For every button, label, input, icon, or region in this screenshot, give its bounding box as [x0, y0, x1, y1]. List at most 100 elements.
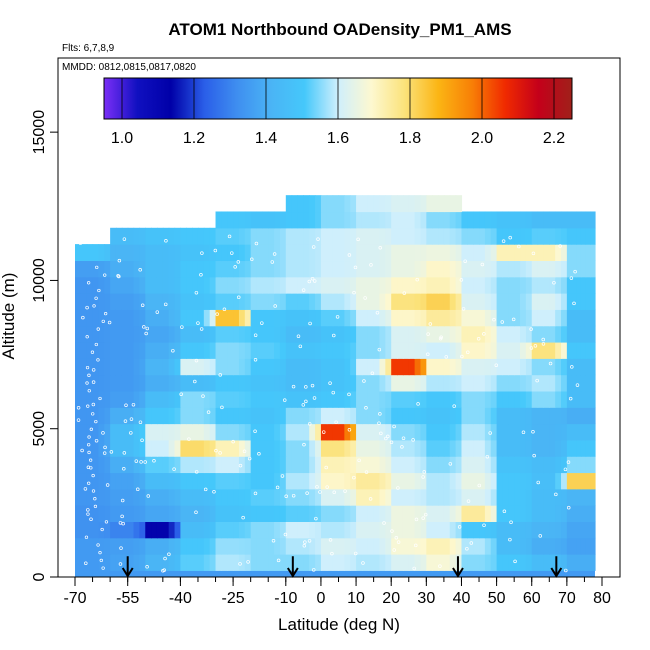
track-point: [81, 315, 85, 320]
heatmap-cell: [367, 309, 375, 327]
heatmap-cell: [192, 309, 199, 327]
heatmap-cell: [508, 521, 515, 539]
heatmap-cell: [367, 260, 375, 278]
heatmap-cell: [98, 537, 105, 555]
heatmap-cell: [221, 423, 228, 441]
heatmap-cell: [576, 407, 582, 425]
heatmap-cell: [162, 537, 170, 555]
heatmap-cell: [397, 521, 404, 539]
track-point: [311, 245, 316, 249]
heatmap-cell: [332, 211, 340, 229]
heatmap-cell: [121, 358, 129, 376]
heatmap-cell: [479, 293, 486, 310]
heatmap-cell: [520, 407, 527, 425]
heatmap-cell: [127, 293, 135, 310]
heatmap-cell: [221, 537, 228, 555]
heatmap-cell: [250, 227, 258, 245]
track-point: [303, 540, 307, 544]
track-point: [87, 450, 91, 455]
heatmap-cell: [426, 505, 433, 522]
heatmap-cell: [209, 341, 217, 359]
heatmap-cell: [479, 439, 486, 457]
heatmap-cell: [133, 227, 141, 245]
heatmap-cell: [238, 423, 246, 441]
heatmap-cell: [92, 407, 100, 425]
heatmap-cell: [233, 227, 240, 245]
heatmap-cell: [197, 341, 205, 359]
heatmap-cell: [80, 374, 88, 392]
heatmap-cell: [367, 374, 375, 392]
heatmap-cell: [168, 341, 176, 359]
heatmap-cell: [186, 358, 193, 376]
flights-label: Flts: 6,7,8,9: [62, 43, 115, 54]
heatmap-cell: [484, 276, 492, 294]
track-point: [94, 296, 98, 300]
heatmap-cell: [75, 341, 82, 359]
heatmap-cell: [244, 341, 252, 359]
heatmap-cell: [256, 276, 263, 294]
heatmap-cell: [561, 309, 568, 327]
heatmap-cell: [256, 554, 263, 571]
track-point: [411, 438, 415, 442]
heatmap-cell: [215, 293, 222, 310]
heatmap-cell: [121, 276, 129, 294]
heatmap-cell: [391, 407, 398, 425]
heatmap-cell: [332, 358, 340, 376]
track-point: [103, 311, 108, 316]
track-point: [352, 475, 356, 480]
heatmap-cell: [420, 341, 427, 359]
heatmap-cell: [367, 407, 375, 425]
heatmap-cell: [467, 341, 474, 359]
heatmap-cell: [367, 293, 375, 310]
heatmap-cell: [531, 521, 539, 539]
heatmap-cell: [367, 195, 375, 213]
heatmap-cell: [274, 227, 281, 245]
heatmap-cell: [467, 521, 474, 539]
track-point: [164, 239, 168, 243]
heatmap-cell: [221, 227, 228, 245]
heatmap-cell: [525, 554, 533, 571]
heatmap-cell: [461, 309, 468, 327]
heatmap-cell: [168, 227, 176, 245]
heatmap-cell: [344, 439, 351, 457]
heatmap-cell: [490, 423, 498, 441]
heatmap-cell: [315, 439, 322, 457]
heatmap-cell: [461, 488, 468, 506]
track-point: [171, 348, 175, 353]
heatmap-cell: [344, 423, 351, 441]
heatmap-cell: [197, 554, 205, 571]
heatmap-cell: [151, 423, 158, 441]
track-point: [302, 544, 307, 548]
track-point: [194, 358, 199, 363]
heatmap-cell: [484, 390, 492, 408]
track-point: [144, 331, 148, 336]
heatmap-cell: [543, 472, 550, 490]
heatmap-cell: [420, 211, 427, 229]
heatmap-cell: [484, 488, 492, 506]
heatmap-cell: [397, 407, 404, 425]
heatmap-cell: [502, 439, 509, 457]
heatmap-cell: [571, 554, 577, 571]
heatmap-cell: [385, 211, 392, 229]
heatmap-cell: [379, 488, 386, 506]
heatmap-cell: [98, 358, 105, 376]
heatmap-cell: [285, 439, 293, 457]
heatmap-cell: [549, 341, 556, 359]
heatmap-cell: [256, 537, 263, 555]
heatmap-cell: [490, 260, 498, 278]
heatmap-cell: [438, 505, 445, 522]
heatmap-cell: [151, 407, 158, 425]
track-point: [122, 467, 126, 471]
heatmap-cell: [192, 537, 199, 555]
heatmap-cell: [115, 293, 123, 310]
heatmap-cell: [537, 325, 545, 343]
track-point: [330, 551, 334, 556]
heatmap-cell: [145, 505, 152, 522]
heatmap-cell: [443, 439, 451, 457]
heatmap-cell: [432, 260, 439, 278]
heatmap-cell: [303, 374, 310, 392]
heatmap-cell: [566, 407, 573, 425]
heatmap-cell: [186, 325, 193, 343]
heatmap-cell: [385, 227, 392, 245]
heatmap-cell: [332, 293, 340, 310]
